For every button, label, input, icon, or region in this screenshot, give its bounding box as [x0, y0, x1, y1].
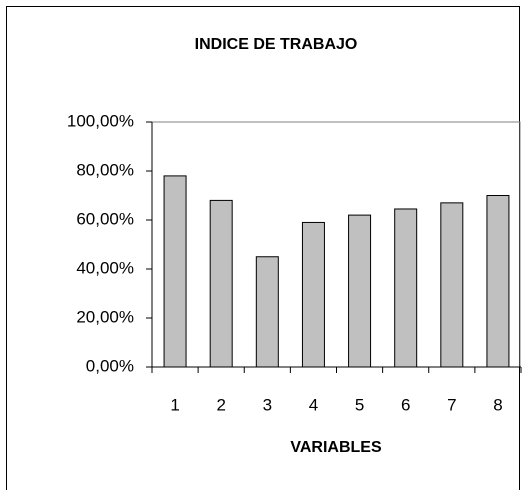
x-tick-label: 7: [447, 395, 456, 414]
bar: [394, 208, 418, 368]
x-tick-label: 1: [170, 395, 179, 414]
bar: [163, 175, 187, 368]
bar: [209, 199, 233, 368]
x-tick-label: 8: [493, 395, 502, 414]
x-axis-label: VARIABLES: [290, 439, 382, 456]
y-tick-label: 20,00%: [76, 307, 134, 326]
y-tick-label: 60,00%: [76, 209, 134, 228]
chart-frame: [6, 6, 520, 490]
bar: [440, 202, 464, 368]
y-tick-label: 0,00%: [86, 356, 134, 375]
bar: [348, 214, 372, 368]
x-tick-label: 2: [216, 395, 225, 414]
bar: [486, 195, 510, 368]
bar: [301, 221, 325, 368]
x-tick-label: 6: [401, 395, 410, 414]
y-tick-label: 80,00%: [76, 160, 134, 179]
x-tick-label: 3: [263, 395, 272, 414]
y-tick-label: 40,00%: [76, 258, 134, 277]
chart-title: INDICE DE TRABAJO: [195, 36, 358, 53]
x-tick-label: 5: [355, 395, 364, 414]
x-tick-label: 4: [309, 395, 318, 414]
y-tick-label: 100,00%: [67, 111, 134, 130]
bar: [255, 256, 279, 368]
